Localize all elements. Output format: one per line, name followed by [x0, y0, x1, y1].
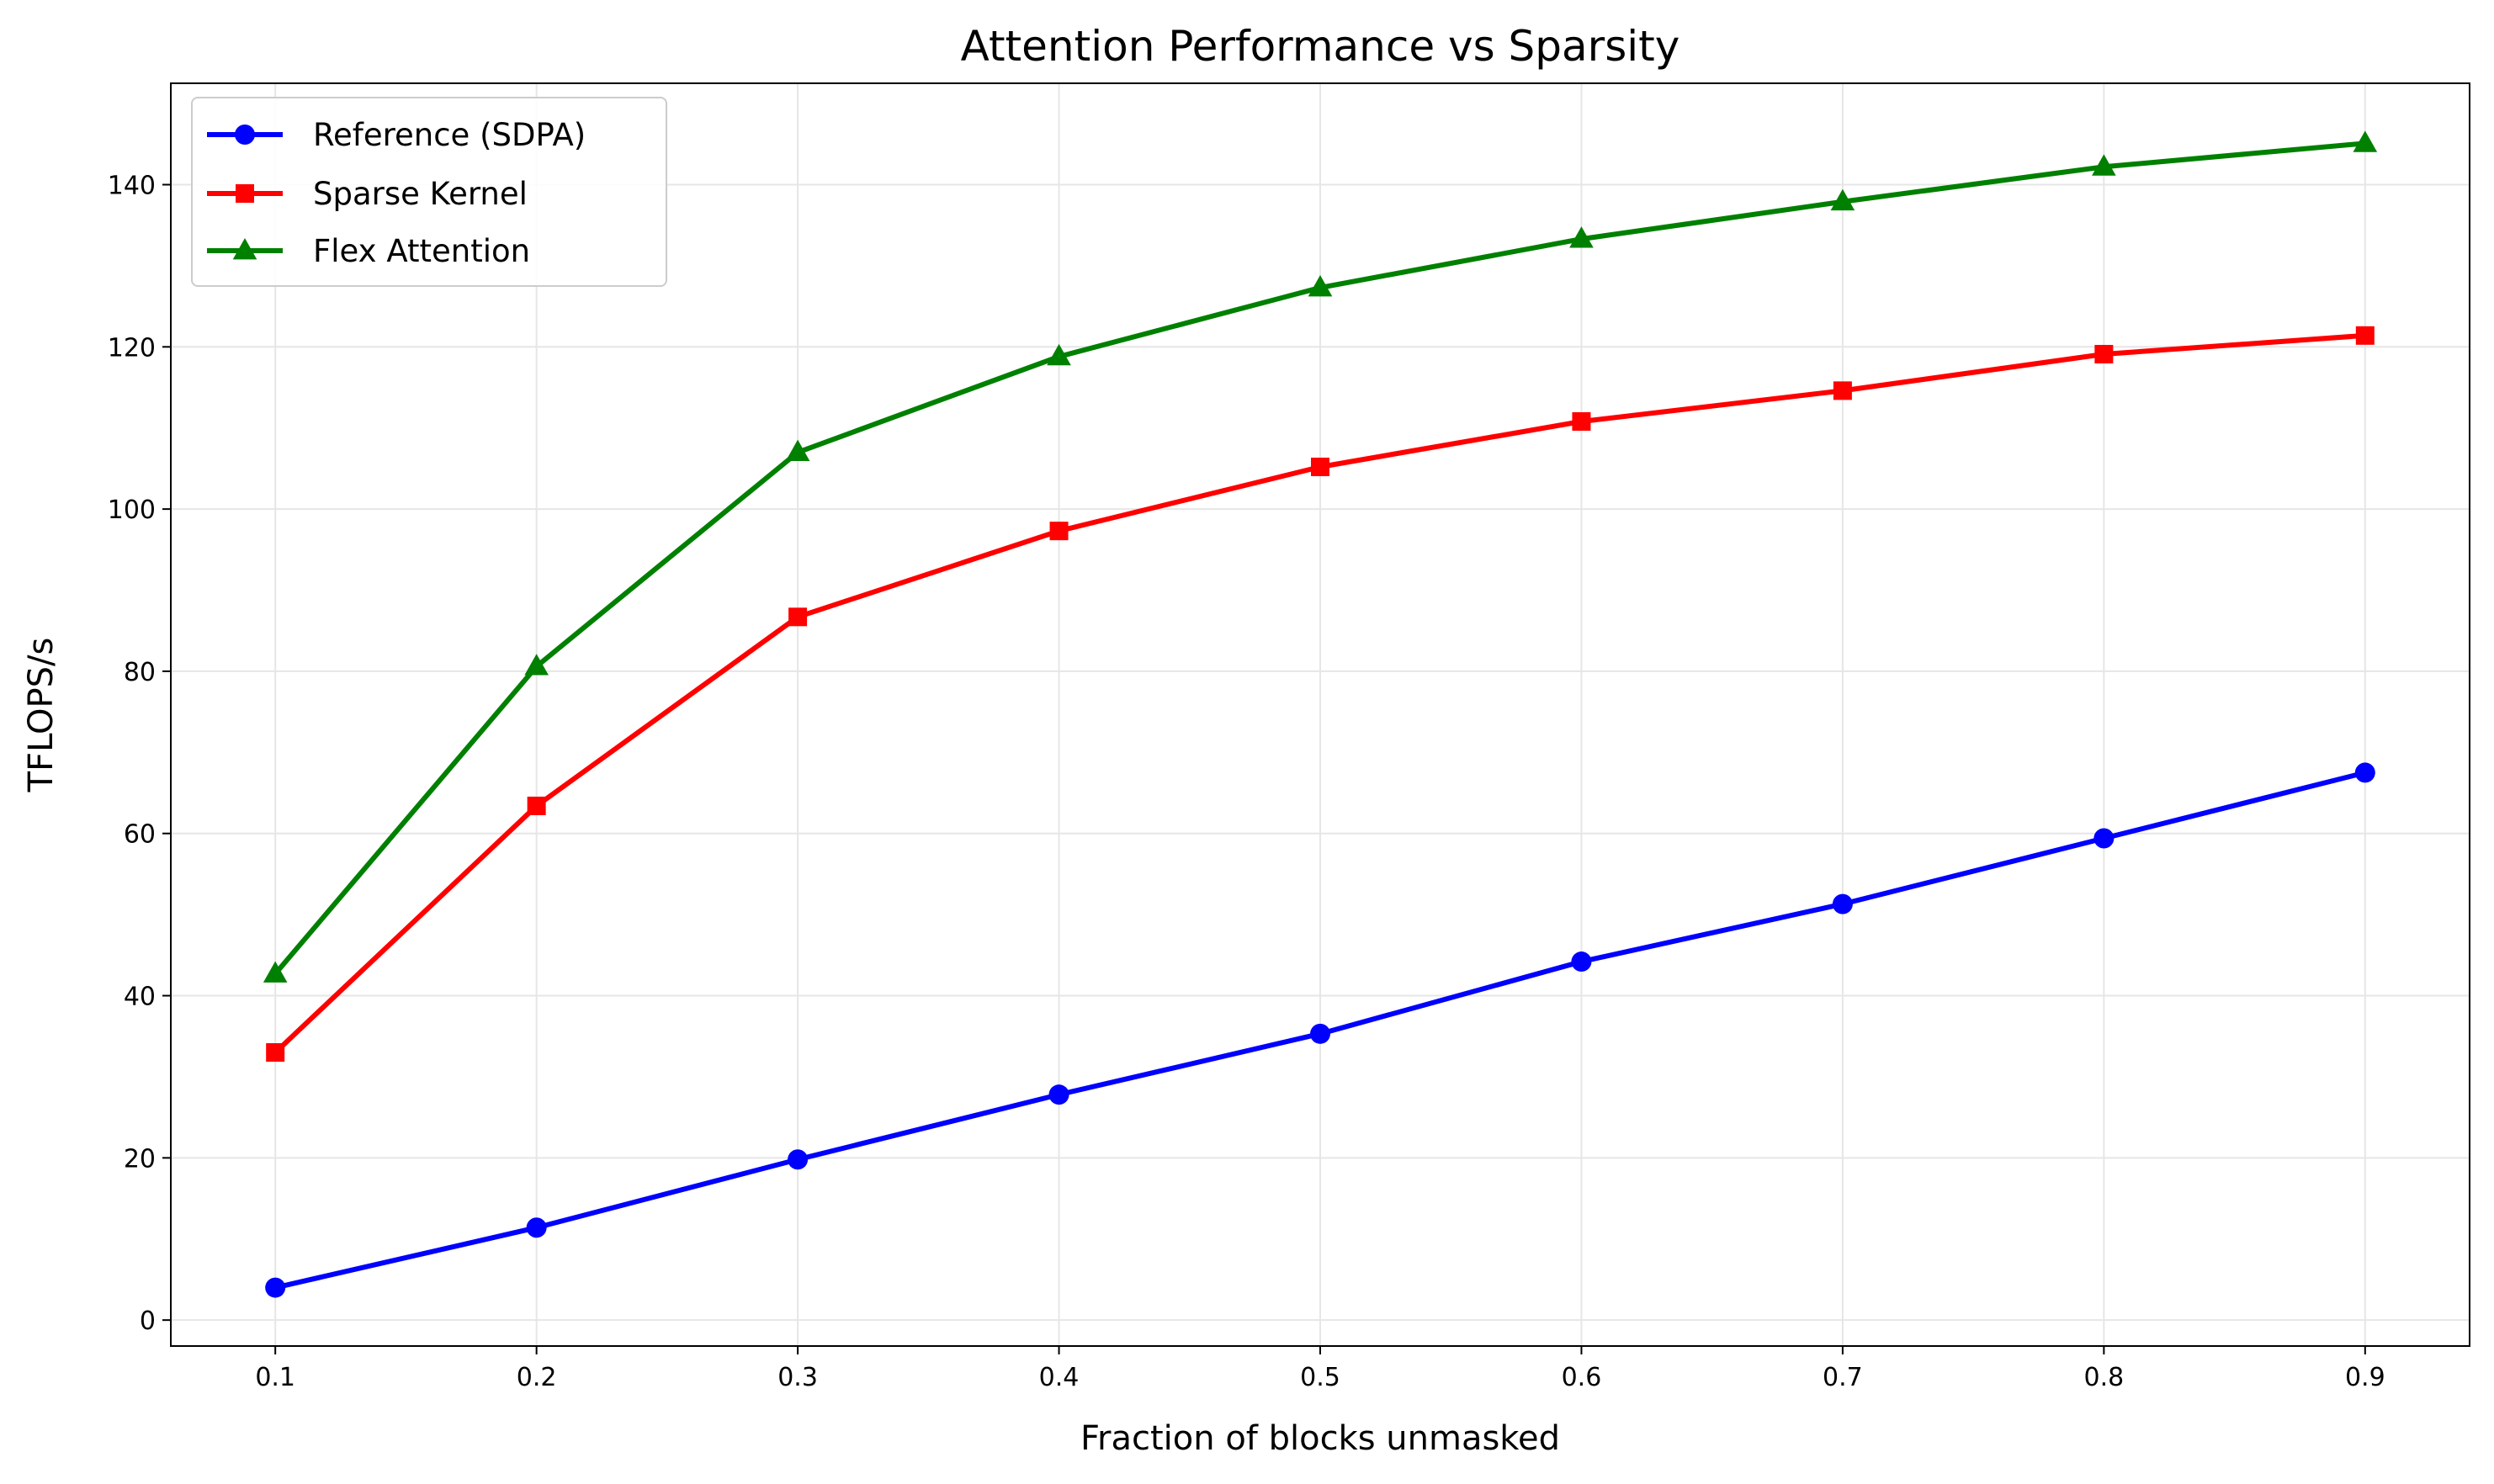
data-point [524, 654, 549, 676]
y-axis-title: TFLOPS/s [22, 638, 61, 793]
legend-marker [235, 125, 255, 145]
series-lines [263, 130, 2378, 1298]
data-point [2094, 344, 2114, 363]
x-tick-label: 0.3 [777, 1363, 818, 1392]
legend-marker [232, 238, 257, 260]
data-point [1571, 951, 1592, 973]
data-point [526, 1217, 547, 1238]
x-tick-label: 0.2 [517, 1363, 557, 1392]
legend-item: Sparse Kernel [207, 176, 528, 212]
data-point [1048, 1084, 1069, 1105]
data-point [1830, 188, 1855, 211]
y-tick-label: 100 [108, 496, 156, 525]
legend-label: Flex Attention [313, 233, 530, 269]
x-axis-title: Fraction of blocks unmasked [1080, 1419, 1560, 1458]
data-point [1308, 274, 1333, 297]
data-point [1832, 893, 1853, 914]
series-2 [266, 326, 2375, 1063]
legend-label: Sparse Kernel [313, 176, 528, 212]
legend-item: Flex Attention [207, 233, 530, 269]
series-3 [263, 130, 2378, 983]
legend-label: Reference (SDPA) [313, 117, 586, 153]
legend: Reference (SDPA) Sparse Kernel Flex Attent… [191, 97, 667, 287]
data-point [263, 961, 288, 983]
y-tick-label: 140 [108, 172, 156, 201]
data-point [1569, 226, 1594, 248]
y-tick-label: 20 [124, 1144, 156, 1174]
y-tick-label: 40 [124, 983, 156, 1012]
legend-box [191, 97, 667, 287]
x-tick-label: 0.4 [1039, 1363, 1080, 1392]
data-point [1049, 522, 1069, 541]
data-point [2092, 154, 2116, 176]
data-point [1311, 457, 1329, 476]
y-tick-label: 120 [108, 333, 156, 363]
y-tick-label: 60 [124, 820, 156, 850]
series-1 [265, 762, 2375, 1298]
x-tick-label: 0.5 [1300, 1363, 1340, 1392]
data-point [2355, 326, 2375, 345]
y-tick-label: 80 [124, 658, 156, 687]
legend-marker [236, 184, 254, 203]
data-point [788, 607, 808, 627]
x-tick-label: 0.8 [2084, 1363, 2125, 1392]
x-tick-label: 0.6 [1562, 1363, 1602, 1392]
grid-lines [171, 83, 2470, 1346]
data-point [1047, 343, 1071, 366]
data-point [1310, 1023, 1330, 1044]
data-point [2354, 762, 2375, 783]
legend-item: Reference (SDPA) [207, 117, 586, 153]
x-tick-label: 0.7 [1823, 1363, 1863, 1392]
data-point [2093, 828, 2115, 849]
y-tick-label: 0 [140, 1306, 156, 1336]
data-point [2353, 130, 2378, 152]
data-point [788, 1149, 809, 1170]
data-point [265, 1277, 286, 1298]
data-point [1833, 381, 1852, 400]
data-point [527, 796, 546, 815]
data-point [266, 1043, 285, 1063]
axis-ticks: 0.1 0.2 0.3 0.4 0.5 0.6 0.7 0.8 0.9 0 20 40 60 80 100 1… [108, 172, 2385, 1392]
x-tick-label: 0.9 [2345, 1363, 2385, 1392]
data-point [1572, 412, 1591, 432]
chart-title: Attention Performance vs Sparsity [961, 22, 1680, 71]
data-point [785, 439, 810, 462]
x-tick-label: 0.1 [255, 1363, 295, 1392]
